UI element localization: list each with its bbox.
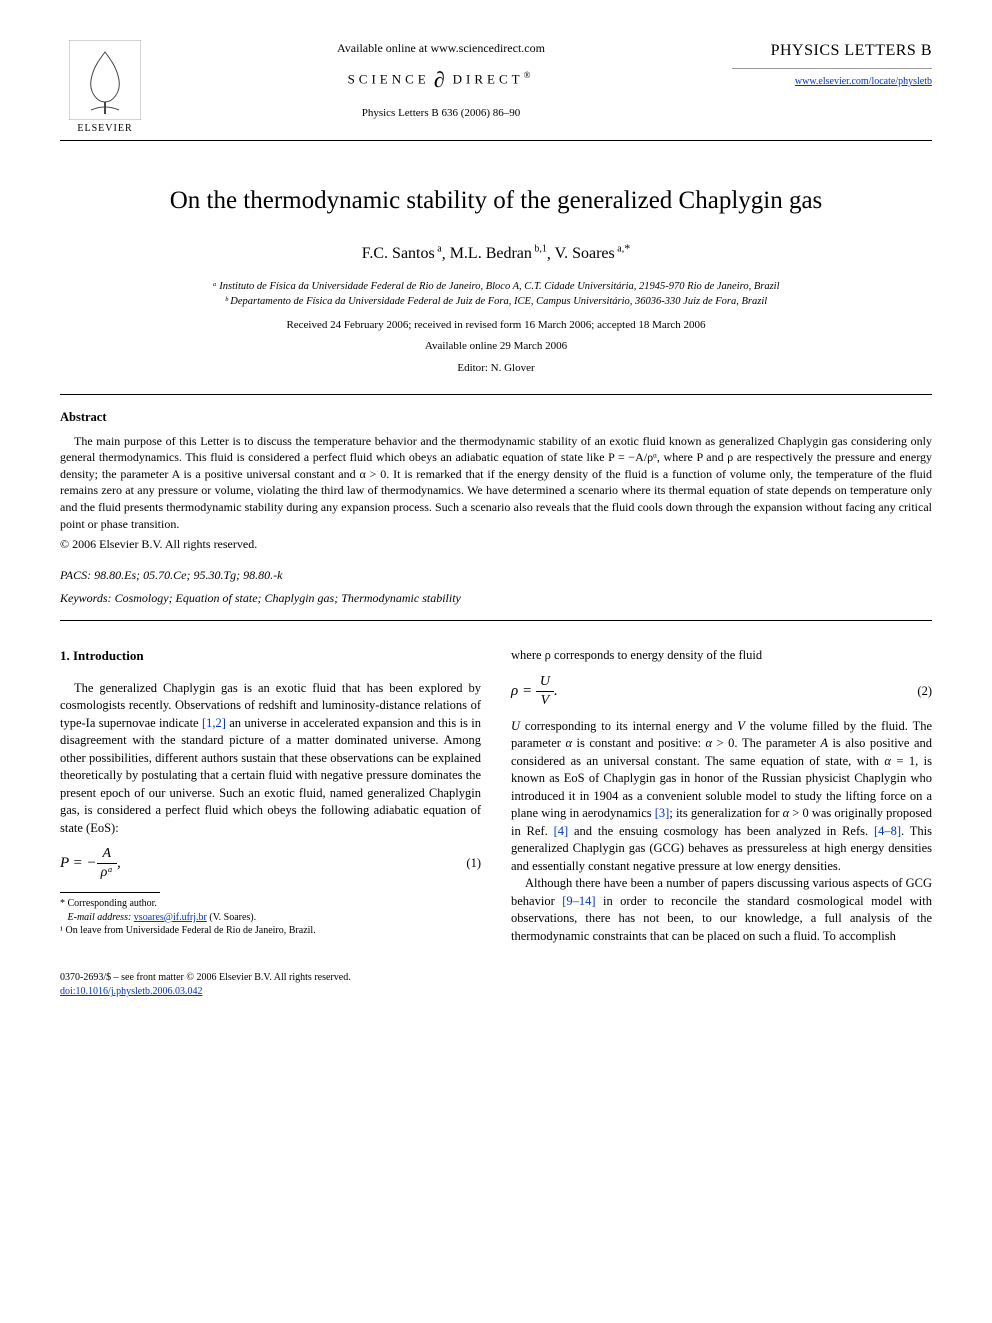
- author-email-link[interactable]: vsoares@if.ufrj.br: [134, 912, 207, 923]
- journal-rule: [732, 68, 932, 69]
- cite-1-2[interactable]: [1,2]: [202, 716, 226, 730]
- sd-at-icon: ∂: [434, 67, 449, 92]
- footnotes: * Corresponding author. E-mail address: …: [60, 897, 481, 938]
- keywords-line: Keywords: Cosmology; Equation of state; …: [60, 590, 932, 607]
- doi-link[interactable]: doi:10.1016/j.physletb.2006.03.042: [60, 986, 203, 997]
- email-attribution: (V. Soares).: [209, 912, 256, 923]
- online-date: Available online 29 March 2006: [60, 339, 932, 354]
- abstract-text: The main purpose of this Letter is to di…: [60, 433, 932, 532]
- abstract-bottom-rule: [60, 620, 932, 621]
- abstract-top-rule: [60, 394, 932, 395]
- bottom-meta: 0370-2693/$ – see front matter © 2006 El…: [60, 971, 932, 999]
- pacs-codes: 98.80.Es; 05.70.Ce; 95.30.Tg; 98.80.-k: [94, 568, 282, 582]
- corresponding-author: * Corresponding author.: [60, 897, 481, 911]
- cite-3[interactable]: [3]: [655, 806, 670, 820]
- eq1-den: ρᵅ: [97, 864, 117, 880]
- author-1: F.C. Santos a: [362, 245, 442, 262]
- eq2-num: U: [536, 675, 554, 692]
- left-column: 1. Introduction The generalized Chaplygi…: [60, 647, 481, 945]
- sciencedirect-logo: SCIENCE∂DIRECT®: [150, 65, 732, 96]
- pacs-line: PACS: 98.80.Es; 05.70.Ce; 95.30.Tg; 98.8…: [60, 567, 932, 584]
- right-column: where ρ corresponds to energy density of…: [511, 647, 932, 945]
- affiliation-b: ᵇ Departamento de Física da Universidade…: [60, 295, 932, 310]
- elsevier-tree-icon: [69, 40, 141, 120]
- issn-line: 0370-2693/$ – see front matter © 2006 El…: [60, 971, 932, 985]
- received-dates: Received 24 February 2006; received in r…: [60, 318, 932, 333]
- publisher-name: ELSEVIER: [60, 122, 150, 136]
- cite-4[interactable]: [4]: [554, 824, 569, 838]
- body-columns: 1. Introduction The generalized Chaplygi…: [60, 647, 932, 945]
- journal-citation: Physics Letters B 636 (2006) 86–90: [150, 106, 732, 121]
- eq2-number: (2): [917, 683, 932, 701]
- email-label: E-mail address:: [68, 912, 132, 923]
- cite-4-8[interactable]: [4–8]: [874, 824, 901, 838]
- sd-logo-right: DIRECT: [453, 71, 524, 86]
- authors-line: F.C. Santos a, M.L. Bedran b,1, V. Soare…: [60, 240, 932, 266]
- equation-1: P = −Aρᵅ, (1): [60, 847, 481, 880]
- abstract-section: Abstract The main purpose of this Letter…: [60, 409, 932, 553]
- header: ELSEVIER Available online at www.science…: [60, 40, 932, 136]
- section-1-heading: 1. Introduction: [60, 647, 481, 665]
- cite-9-14[interactable]: [9–14]: [562, 894, 595, 908]
- article-title: On the thermodynamic stability of the ge…: [60, 183, 932, 218]
- pacs-label: PACS:: [60, 568, 91, 582]
- top-rule: [60, 140, 932, 141]
- col2-paragraph-1: U corresponding to its internal energy a…: [511, 718, 932, 876]
- intro-paragraph-1: The generalized Chaplygin gas is an exot…: [60, 680, 481, 838]
- abstract-label: Abstract: [60, 409, 932, 427]
- eq2-lhs: ρ =: [511, 683, 536, 699]
- eq2-den: V: [536, 692, 554, 708]
- journal-name: PHYSICS LETTERS B: [732, 40, 932, 62]
- available-online-line: Available online at www.sciencedirect.co…: [150, 40, 732, 57]
- author-3: V. Soares a,: [555, 245, 625, 262]
- publisher-logo: ELSEVIER: [60, 40, 150, 136]
- editor-line: Editor: N. Glover: [60, 361, 932, 376]
- footnote-1: ¹ On leave from Universidade Federal de …: [60, 924, 481, 938]
- keywords-list: Cosmology; Equation of state; Chaplygin …: [115, 591, 461, 605]
- copyright-line: © 2006 Elsevier B.V. All rights reserved…: [60, 536, 932, 553]
- eq1-tail: ,: [117, 855, 121, 871]
- footnote-separator: [60, 892, 160, 893]
- eq2-tail: .: [554, 683, 558, 699]
- col2-paragraph-2: Although there have been a number of pap…: [511, 875, 932, 945]
- eq1-lhs: P = −: [60, 855, 97, 871]
- eq1-number: (1): [466, 855, 481, 873]
- eq1-num: A: [97, 847, 117, 864]
- col2-lead: where ρ corresponds to energy density of…: [511, 647, 932, 665]
- keywords-label: Keywords:: [60, 591, 112, 605]
- equation-2: ρ = UV. (2): [511, 675, 932, 708]
- affiliation-a: ᵃ Instituto de Física da Universidade Fe…: [60, 280, 932, 295]
- author-2: M.L. Bedran b,1: [450, 245, 547, 262]
- sd-logo-left: SCIENCE: [348, 71, 430, 86]
- journal-url-link[interactable]: www.elsevier.com/locate/physletb: [795, 76, 932, 87]
